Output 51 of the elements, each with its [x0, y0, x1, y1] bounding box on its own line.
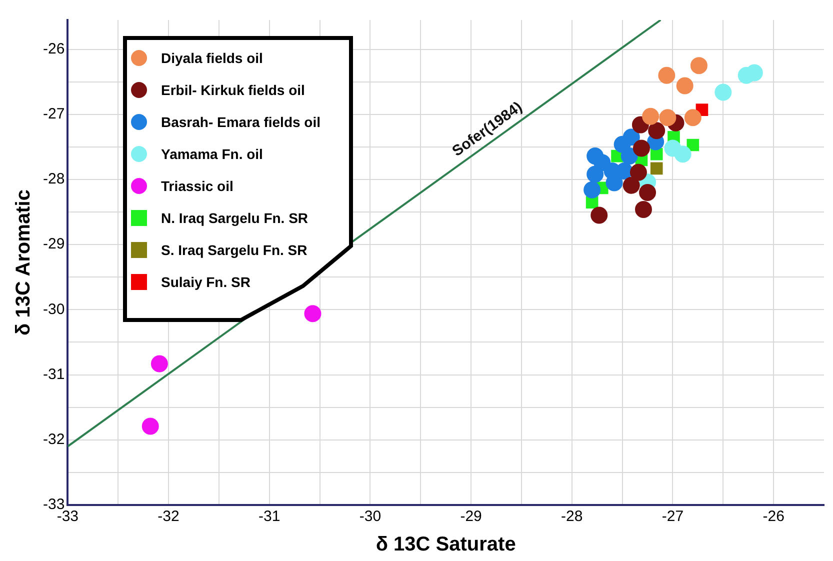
x-tick-label: -30 [359, 508, 382, 526]
point [686, 138, 700, 152]
point [690, 57, 708, 74]
point [639, 184, 656, 202]
x-tick-label: -32 [158, 508, 180, 526]
legend-label: S. Iraq Sargelu Fn. SR [161, 242, 308, 258]
y-tick-label: -32 [42, 431, 65, 448]
y-tick-label: -26 [42, 40, 65, 58]
legend-label: Triassic oil [161, 178, 234, 194]
y-tick-label: -29 [42, 236, 65, 253]
point [642, 108, 660, 125]
legend-label: Erbil- Kirkuk fields oil [161, 82, 305, 98]
point [714, 84, 732, 101]
legend-label: Yamama Fn. oil [161, 146, 263, 162]
x-axis-title: δ 13C Saturate [376, 534, 516, 556]
x-tick-label: -29 [460, 508, 482, 526]
legend-label: Diyala fields oil [161, 50, 263, 66]
y-tick-label: -31 [42, 366, 65, 383]
y-axis-title: δ 13C Aromatic [12, 190, 35, 336]
point [738, 66, 755, 84]
point [684, 109, 702, 126]
x-tick-label: -27 [662, 508, 684, 526]
point [650, 162, 663, 175]
point [590, 206, 608, 224]
point [304, 305, 322, 322]
y-tick-label: -28 [42, 170, 65, 188]
point [630, 164, 647, 181]
point [150, 355, 168, 372]
point [658, 66, 676, 84]
x-tick-label: -26 [762, 508, 784, 526]
point [634, 200, 652, 218]
point [586, 166, 604, 183]
point [676, 77, 694, 94]
point [648, 122, 666, 140]
point [674, 146, 692, 163]
point [659, 109, 676, 126]
point [632, 140, 650, 157]
legend-label: Sulaiy Fn. SR [161, 274, 250, 290]
legend-label: N. Iraq Sargelu Fn. SR [161, 210, 308, 226]
x-tick-label: -31 [258, 508, 280, 526]
y-tick-label: -27 [42, 106, 65, 123]
point [620, 148, 638, 165]
x-tick-label: -33 [56, 508, 79, 526]
point [584, 181, 601, 198]
y-tick-label: -30 [42, 300, 65, 318]
point [142, 418, 159, 435]
legend-label: Basrah- Emara fields oil [161, 114, 321, 130]
point [622, 176, 640, 194]
point [614, 136, 631, 153]
point [650, 148, 663, 160]
x-tick-label: -28 [561, 508, 583, 526]
